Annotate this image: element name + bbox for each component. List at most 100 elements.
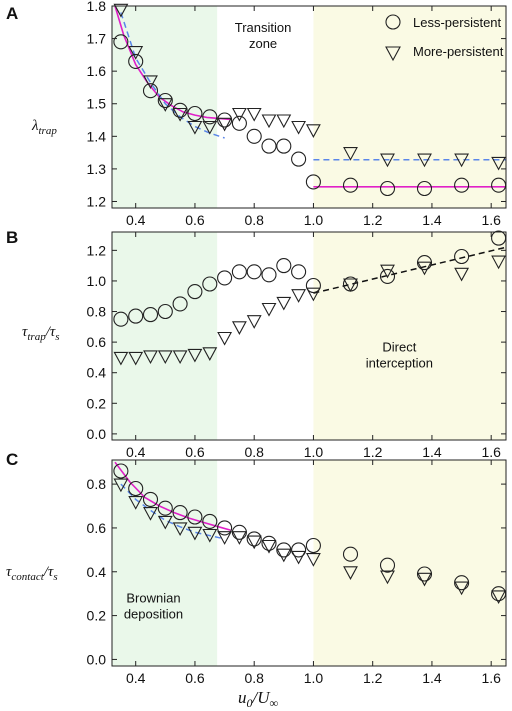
less-persistent-point [454,575,470,591]
x-tick-label: 0.6 [185,212,205,228]
y-tick-label: 0.0 [87,651,107,667]
less-persistent-point [276,258,292,274]
more-persistent-point [417,261,432,276]
less-persistent-point [113,34,129,50]
less-persistent-point [217,112,233,128]
y-tick-label: 1.3 [87,161,107,177]
y-tick-label: 1.0 [87,273,107,289]
data-markers [113,3,507,197]
more-persistent-point [380,153,395,168]
y-tick-label: 0.8 [87,304,107,320]
x-tick-label: 1.2 [363,212,383,228]
less-persistent-point [172,296,188,312]
panel-c: 0.4 0.6 0.8 1.0 1.2 1.4 1.6 0.0 0.2 0.4 0.6 0.8 C B… [6,450,507,686]
more-persistent-point [231,531,247,545]
solid-fit-line [114,5,231,121]
more-persistent-point [291,550,307,565]
more-persistent-point [128,46,144,60]
less-persistent-point [379,268,396,284]
less-persistent-point [202,513,218,529]
legend-circle-marker [385,14,401,30]
x-axis-label: u0/U∞ [238,688,279,710]
fit-lines [114,461,231,540]
more-persistent-point [305,553,321,567]
y-tick-label: 0.2 [87,395,107,411]
y-tick-label: 1.4 [87,128,107,144]
less-persistent-point [113,463,129,479]
less-persistent-point [142,307,159,323]
annotation-line: zone [249,36,277,51]
x-tick-label: 0.4 [126,212,146,228]
more-persistent-point [491,156,507,171]
x-tick-label: 0.8 [244,444,264,460]
less-persistent-point [416,566,433,582]
more-persistent-point [231,321,247,335]
y-tick-label: 0.8 [87,476,107,492]
less-persistent-point [379,557,396,573]
panel-b: 0.4 0.6 0.8 1.0 1.2 1.4 1.6 0.0 0.2 0.4 0.6 0.8 1.0 1… [6,228,507,460]
y-tick-label: 1.5 [87,96,107,112]
less-persistent-point [128,480,144,497]
more-persistent-point [454,267,470,282]
less-persistent-point [276,542,292,558]
more-persistent-point [291,289,307,303]
dashed-fit-line [120,483,225,540]
x-tick-label: 1.6 [481,670,501,686]
y-axis-label-tau-contact: τcontact/τs [6,564,58,583]
y-tick-label: 0.4 [87,365,107,381]
data-markers [113,230,507,366]
legend-label-less-persistent: Less-persistent [413,15,502,30]
x-tick-label: 0.8 [244,670,264,686]
less-persistent-point [261,267,277,283]
more-persistent-point [246,107,262,122]
more-persistent-point [305,124,321,138]
more-persistent-point [417,153,432,168]
x-tick-label: 1.6 [481,444,501,460]
more-persistent-point [172,107,188,122]
x-tick-label: 0.6 [185,444,205,460]
annotation-line: Transition [235,20,292,35]
legend-triangle-marker [385,46,401,62]
brownian-zone-band [112,460,218,666]
axis-ticks: 0.4 0.6 0.8 1.0 1.2 1.4 1.6 1.2 1.3 1.4 1.5 1.6 1.7 1… [87,0,506,228]
data-markers [113,463,507,605]
less-persistent-point [379,180,396,197]
less-persistent-point [202,276,218,292]
fit-lines [313,246,507,294]
more-persistent-point [491,590,507,605]
less-persistent-point [291,542,307,558]
more-persistent-point [343,566,358,580]
less-persistent-point [157,92,173,109]
less-persistent-point [305,277,321,294]
axis-ticks: 0.4 0.6 0.8 1.0 1.2 1.4 1.6 0.0 0.2 0.4 0.6 0.8 [87,460,506,686]
less-persistent-point [231,264,247,280]
more-persistent-point [276,548,292,563]
less-persistent-point [261,535,277,551]
more-persistent-point [143,350,158,365]
more-persistent-point [143,507,158,521]
less-persistent-point [231,524,247,540]
legend-label-more-persistent: More-persistent [413,44,504,59]
more-persistent-point [417,572,432,587]
less-persistent-point [342,177,359,193]
more-persistent-point [202,120,218,135]
more-persistent-point [217,117,233,132]
y-tick-label: 0.6 [87,520,107,536]
less-persistent-point [128,308,144,324]
more-persistent-point [202,347,218,361]
plot-frame [111,5,507,209]
less-persistent-point [342,546,359,562]
x-tick-label: 0.8 [244,212,264,228]
more-persistent-point [246,315,262,329]
more-persistent-point [454,581,470,596]
more-persistent-point [143,75,158,90]
annotation-line: deposition [124,606,183,621]
x-tick-label: 0.6 [185,670,205,686]
more-persistent-point [217,531,233,545]
annotation-line: Direct [382,339,416,354]
more-persistent-point [276,114,292,129]
less-persistent-point [217,270,233,286]
x-tick-label: 1.2 [363,444,383,460]
more-persistent-point [187,120,203,135]
